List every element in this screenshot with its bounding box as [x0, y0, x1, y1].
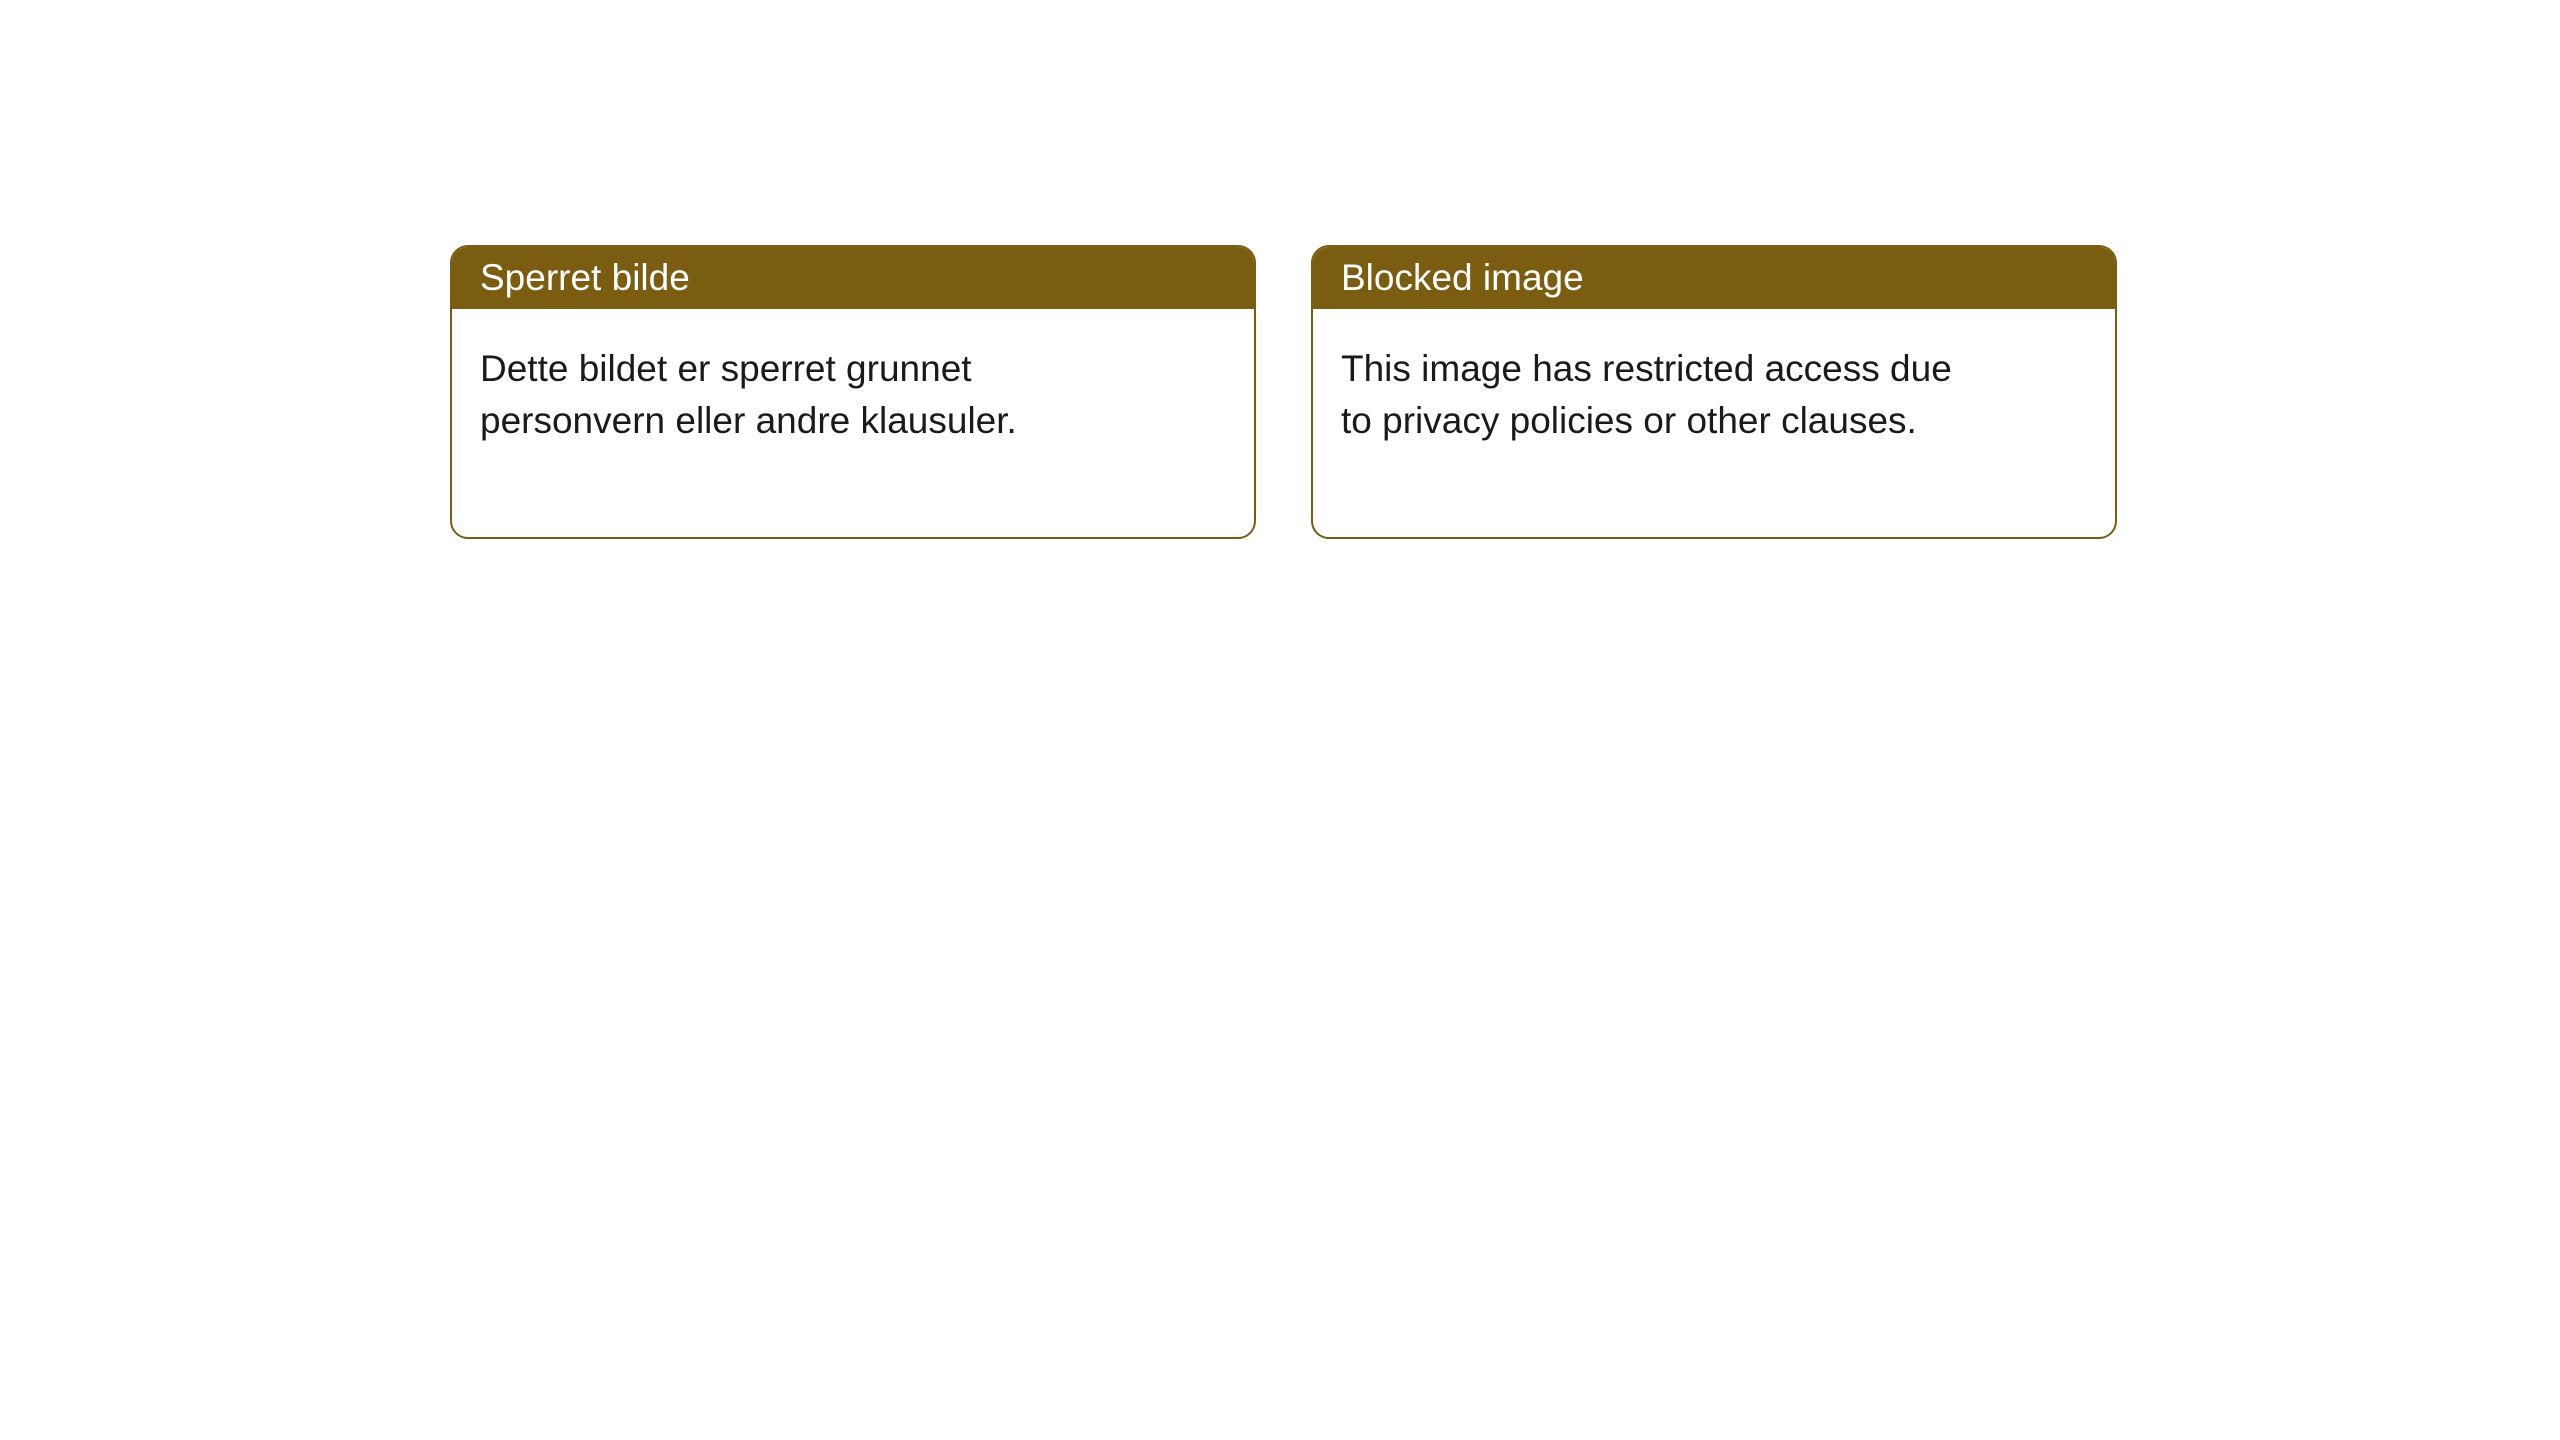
card-title: Sperret bilde: [452, 247, 1254, 309]
blocked-image-card-en: Blocked image This image has restricted …: [1311, 245, 2117, 539]
blocked-image-card-no: Sperret bilde Dette bildet er sperret gr…: [450, 245, 1256, 539]
card-body: This image has restricted access due to …: [1313, 309, 2013, 537]
notice-container: Sperret bilde Dette bildet er sperret gr…: [0, 0, 2560, 539]
card-body: Dette bildet er sperret grunnet personve…: [452, 309, 1152, 537]
card-title: Blocked image: [1313, 247, 2115, 309]
